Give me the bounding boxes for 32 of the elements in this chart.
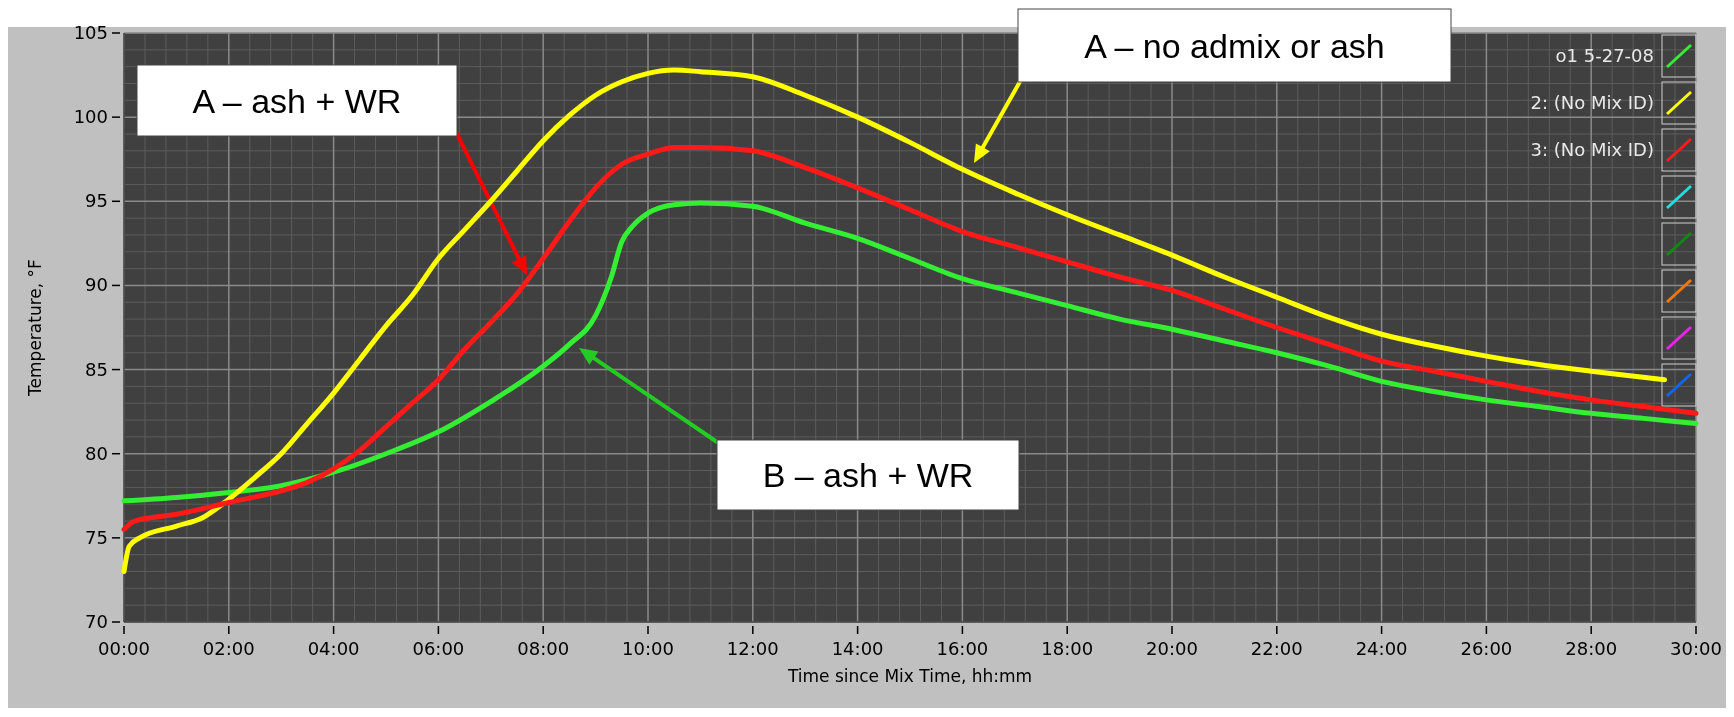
x-axis-title: Time since Mix Time, hh:mm <box>786 666 1033 686</box>
x-tick-label: 20:00 <box>1146 638 1198 659</box>
y-axis-title: Temperature, °F <box>25 259 45 397</box>
legend-label: 3: (No Mix ID) <box>1530 139 1654 160</box>
y-tick-label: 100 <box>73 106 108 128</box>
x-tick-label: 06:00 <box>412 638 465 659</box>
x-tick-label: 10:00 <box>622 638 674 659</box>
x-tick-label: 30:00 <box>1670 638 1722 659</box>
x-tick-label: 28:00 <box>1565 638 1618 659</box>
x-tick-label: 16:00 <box>936 638 989 659</box>
x-tick-label: 02:00 <box>202 638 255 659</box>
legend-label: o1 5-27-08 <box>1555 45 1654 66</box>
y-tick-label: 80 <box>85 442 108 464</box>
x-tick-label: 00:00 <box>98 638 150 659</box>
annotation: A – ash + WR <box>192 81 402 120</box>
annotation: A – no admix or ash <box>1084 26 1385 65</box>
y-tick-label: 85 <box>85 358 108 380</box>
x-tick-label: 24:00 <box>1355 638 1408 659</box>
y-tick-label: 75 <box>85 526 108 548</box>
y-tick-label: 95 <box>85 190 108 212</box>
y-tick-label: 90 <box>85 274 108 296</box>
x-tick-label: 18:00 <box>1041 638 1094 659</box>
y-tick-label: 105 <box>73 22 108 43</box>
x-tick-label: 04:00 <box>307 638 360 659</box>
y-tick-label: 70 <box>85 611 108 632</box>
x-tick-label: 08:00 <box>517 638 570 659</box>
annotation: B – ash + WR <box>762 456 974 494</box>
x-tick-label: 26:00 <box>1460 638 1513 659</box>
x-tick-label: 14:00 <box>831 638 884 659</box>
legend-label: 2: (No Mix ID) <box>1530 92 1654 113</box>
x-tick-label: 22:00 <box>1250 638 1303 659</box>
x-tick-label: 12:00 <box>726 638 779 659</box>
